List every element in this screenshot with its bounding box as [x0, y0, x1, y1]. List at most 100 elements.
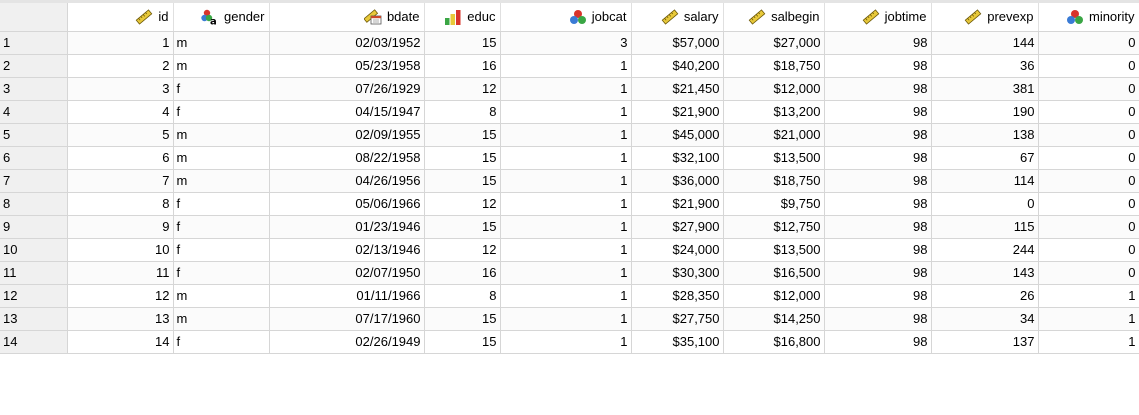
cell-jobcat[interactable]: 1 — [500, 146, 632, 170]
corner-cell[interactable] — [0, 3, 68, 32]
cell-salary[interactable]: $21,450 — [631, 77, 724, 101]
cell-id[interactable]: 3 — [67, 77, 174, 101]
cell-educ[interactable]: 15 — [424, 330, 501, 354]
cell-gender[interactable]: m — [173, 307, 270, 331]
cell-educ[interactable]: 8 — [424, 284, 501, 308]
cell-minority[interactable]: 0 — [1038, 215, 1139, 239]
row-number[interactable]: 12 — [0, 284, 68, 308]
cell-minority[interactable]: 1 — [1038, 307, 1139, 331]
row-number[interactable]: 9 — [0, 215, 68, 239]
cell-bdate[interactable]: 07/17/1960 — [269, 307, 425, 331]
cell-id[interactable]: 5 — [67, 123, 174, 147]
cell-id[interactable]: 2 — [67, 54, 174, 78]
cell-salbegin[interactable]: $27,000 — [723, 31, 825, 55]
cell-id[interactable]: 11 — [67, 261, 174, 285]
cell-minority[interactable]: 0 — [1038, 146, 1139, 170]
cell-salbegin[interactable]: $18,750 — [723, 54, 825, 78]
cell-gender[interactable]: f — [173, 238, 270, 262]
cell-gender[interactable]: f — [173, 261, 270, 285]
cell-educ[interactable]: 15 — [424, 146, 501, 170]
cell-id[interactable]: 12 — [67, 284, 174, 308]
cell-minority[interactable]: 0 — [1038, 31, 1139, 55]
cell-prevexp[interactable]: 244 — [931, 238, 1039, 262]
cell-jobtime[interactable]: 98 — [824, 146, 932, 170]
cell-salary[interactable]: $30,300 — [631, 261, 724, 285]
cell-minority[interactable]: 0 — [1038, 100, 1139, 124]
cell-salbegin[interactable]: $18,750 — [723, 169, 825, 193]
column-header-salary[interactable]: salary — [631, 3, 724, 32]
cell-jobtime[interactable]: 98 — [824, 330, 932, 354]
cell-jobcat[interactable]: 1 — [500, 215, 632, 239]
cell-prevexp[interactable]: 143 — [931, 261, 1039, 285]
cell-educ[interactable]: 15 — [424, 123, 501, 147]
cell-salbegin[interactable]: $12,000 — [723, 284, 825, 308]
column-header-gender[interactable]: a gender — [173, 3, 270, 32]
row-number[interactable]: 7 — [0, 169, 68, 193]
cell-salbegin[interactable]: $16,500 — [723, 261, 825, 285]
cell-jobtime[interactable]: 98 — [824, 215, 932, 239]
row-number[interactable]: 2 — [0, 54, 68, 78]
cell-prevexp[interactable]: 381 — [931, 77, 1039, 101]
cell-minority[interactable]: 1 — [1038, 284, 1139, 308]
cell-salary[interactable]: $21,900 — [631, 192, 724, 216]
cell-prevexp[interactable]: 115 — [931, 215, 1039, 239]
cell-salary[interactable]: $45,000 — [631, 123, 724, 147]
cell-educ[interactable]: 16 — [424, 261, 501, 285]
cell-jobtime[interactable]: 98 — [824, 192, 932, 216]
cell-jobtime[interactable]: 98 — [824, 169, 932, 193]
column-header-jobcat[interactable]: jobcat — [500, 3, 632, 32]
cell-salary[interactable]: $36,000 — [631, 169, 724, 193]
cell-id[interactable]: 10 — [67, 238, 174, 262]
cell-prevexp[interactable]: 114 — [931, 169, 1039, 193]
row-number[interactable]: 4 — [0, 100, 68, 124]
cell-jobtime[interactable]: 98 — [824, 100, 932, 124]
column-header-minority[interactable]: minority — [1038, 3, 1139, 32]
cell-bdate[interactable]: 02/07/1950 — [269, 261, 425, 285]
cell-jobtime[interactable]: 98 — [824, 31, 932, 55]
cell-bdate[interactable]: 02/13/1946 — [269, 238, 425, 262]
cell-salbegin[interactable]: $21,000 — [723, 123, 825, 147]
cell-gender[interactable]: m — [173, 284, 270, 308]
cell-jobcat[interactable]: 1 — [500, 169, 632, 193]
column-header-prevexp[interactable]: prevexp — [931, 3, 1039, 32]
cell-jobcat[interactable]: 1 — [500, 100, 632, 124]
cell-salbegin[interactable]: $16,800 — [723, 330, 825, 354]
cell-jobcat[interactable]: 1 — [500, 261, 632, 285]
cell-minority[interactable]: 0 — [1038, 123, 1139, 147]
cell-jobtime[interactable]: 98 — [824, 284, 932, 308]
cell-educ[interactable]: 16 — [424, 54, 501, 78]
cell-minority[interactable]: 0 — [1038, 169, 1139, 193]
cell-prevexp[interactable]: 67 — [931, 146, 1039, 170]
cell-gender[interactable]: m — [173, 54, 270, 78]
cell-bdate[interactable]: 08/22/1958 — [269, 146, 425, 170]
cell-salary[interactable]: $57,000 — [631, 31, 724, 55]
cell-educ[interactable]: 15 — [424, 307, 501, 331]
cell-jobcat[interactable]: 1 — [500, 54, 632, 78]
cell-jobtime[interactable]: 98 — [824, 261, 932, 285]
cell-jobcat[interactable]: 1 — [500, 123, 632, 147]
cell-gender[interactable]: m — [173, 31, 270, 55]
cell-minority[interactable]: 0 — [1038, 54, 1139, 78]
cell-educ[interactable]: 12 — [424, 238, 501, 262]
column-header-educ[interactable]: educ — [424, 3, 501, 32]
cell-minority[interactable]: 0 — [1038, 77, 1139, 101]
cell-educ[interactable]: 15 — [424, 169, 501, 193]
cell-salary[interactable]: $27,900 — [631, 215, 724, 239]
row-number[interactable]: 6 — [0, 146, 68, 170]
cell-gender[interactable]: m — [173, 169, 270, 193]
row-number[interactable]: 3 — [0, 77, 68, 101]
column-header-id[interactable]: id — [67, 3, 174, 32]
cell-jobtime[interactable]: 98 — [824, 238, 932, 262]
cell-id[interactable]: 4 — [67, 100, 174, 124]
cell-jobtime[interactable]: 98 — [824, 123, 932, 147]
cell-jobcat[interactable]: 1 — [500, 307, 632, 331]
cell-id[interactable]: 7 — [67, 169, 174, 193]
cell-gender[interactable]: f — [173, 100, 270, 124]
cell-gender[interactable]: f — [173, 215, 270, 239]
cell-salary[interactable]: $27,750 — [631, 307, 724, 331]
cell-minority[interactable]: 1 — [1038, 330, 1139, 354]
cell-salbegin[interactable]: $9,750 — [723, 192, 825, 216]
cell-salary[interactable]: $28,350 — [631, 284, 724, 308]
cell-gender[interactable]: f — [173, 77, 270, 101]
cell-jobcat[interactable]: 1 — [500, 284, 632, 308]
